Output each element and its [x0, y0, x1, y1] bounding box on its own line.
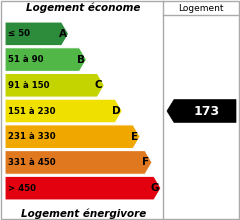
- Text: F: F: [143, 158, 150, 167]
- Text: Logement économe: Logement économe: [26, 3, 141, 13]
- Text: ≤ 50: ≤ 50: [8, 29, 30, 38]
- Text: Logement énergivore: Logement énergivore: [21, 209, 146, 219]
- Polygon shape: [5, 22, 69, 46]
- Text: G: G: [151, 183, 159, 193]
- Polygon shape: [5, 73, 104, 97]
- Text: 231 à 330: 231 à 330: [8, 132, 56, 141]
- Text: 331 à 450: 331 à 450: [8, 158, 56, 167]
- Text: D: D: [112, 106, 120, 116]
- Text: E: E: [131, 132, 138, 142]
- Polygon shape: [5, 48, 86, 72]
- Polygon shape: [5, 176, 161, 200]
- Text: 91 à 150: 91 à 150: [8, 81, 49, 90]
- Polygon shape: [5, 99, 122, 123]
- Text: C: C: [95, 80, 102, 90]
- Text: 173: 173: [194, 104, 220, 117]
- Text: > 450: > 450: [8, 184, 36, 193]
- Polygon shape: [5, 125, 140, 148]
- Text: A: A: [59, 29, 67, 39]
- Polygon shape: [5, 150, 152, 174]
- Polygon shape: [167, 100, 236, 122]
- Text: 51 à 90: 51 à 90: [8, 55, 43, 64]
- Text: Logement: Logement: [178, 4, 224, 13]
- Text: B: B: [77, 55, 84, 65]
- Text: 151 à 230: 151 à 230: [8, 106, 55, 116]
